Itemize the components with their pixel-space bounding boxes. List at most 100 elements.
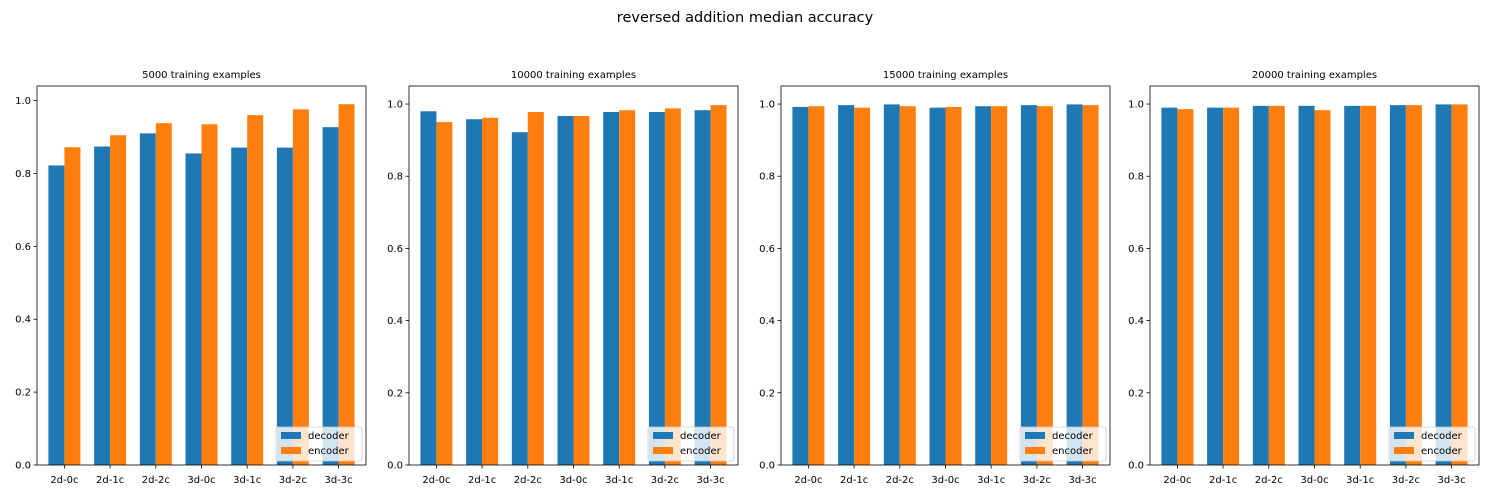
bar-encoder-2d-2c [527,111,544,465]
bar-decoder-3d-2c [276,147,293,465]
bar-encoder-3d-0c [1314,110,1331,465]
ytick-label: 0.8 [1128,172,1144,183]
bar-encoder-3d-3c [1451,104,1468,465]
bar-encoder-3d-2c [1036,106,1053,466]
bar-encoder-3d-0c [201,124,218,466]
ytick-label: 0.8 [387,172,403,183]
series-decoder [1161,104,1452,466]
xtick-label: 3d-0c [1300,475,1328,486]
series-encoder [64,104,355,466]
ytick-label: 0.4 [1128,316,1144,327]
bar-decoder-3d-1c [231,147,248,465]
xtick-label: 2d-0c [422,475,450,486]
axes-frame [36,85,367,466]
ytick-label: 0.6 [1128,244,1144,255]
xtick-label: 3d-3c [1068,475,1096,486]
xtick-label: 2d-2c [142,475,170,486]
series-decoder [420,110,711,466]
ytick-label: 1.0 [387,100,403,111]
bar-decoder-2d-1c [94,146,111,465]
bar-decoder-2d-1c [466,119,483,466]
ytick-label: 0.2 [15,388,31,399]
legend-swatch-encoder [281,447,301,454]
bar-encoder-2d-1c [110,135,127,465]
ytick-label: 1.0 [15,96,31,107]
bar-decoder-2d-1c [1207,107,1224,466]
subplot-title: 15000 training examples [883,70,1008,81]
legend: decoder encoder [275,426,363,462]
legend-swatch-encoder [653,447,673,454]
legend-swatch-decoder [1025,432,1045,439]
xtick-label: 3d-1c [233,475,261,486]
subplot-2: 10000 training examples 0.0 0.2 0.4 0.6 0.8 1.… [387,70,739,486]
xtick-label: 2d-0c [50,475,78,486]
xtick-label: 2d-1c [96,475,124,486]
legend-label-decoder: decoder [1052,431,1094,442]
subplot-4: 20000 training examples 0.0 0.2 0.4 0.6 0.8 1.… [1128,70,1480,486]
xtick-label: 3d-3c [696,475,724,486]
axes-frame [1149,85,1480,466]
bar-encoder-2d-0c [808,106,825,466]
legend: decoder encoder [647,426,735,462]
legend-swatch-decoder [1394,432,1414,439]
bar-encoder-2d-1c [1223,107,1240,466]
bar-decoder-3d-1c [1344,105,1361,465]
xtick-label: 2d-1c [468,475,496,486]
series-encoder [1177,104,1468,466]
bar-decoder-3d-2c [648,111,665,465]
ytick-label: 0.2 [1128,388,1144,399]
subplot-title: 20000 training examples [1252,70,1377,81]
bar-encoder-3d-1c [991,106,1008,466]
legend-label-decoder: decoder [680,431,722,442]
ytick-label: 0.4 [387,316,403,327]
bar-encoder-3d-0c [945,106,962,465]
legend-label-encoder: encoder [1421,446,1463,457]
ytick-label: 0.2 [387,388,403,399]
xtick-label: 2d-2c [886,475,914,486]
legend-label-encoder: encoder [308,446,350,457]
xtick-label: 3d-3c [1437,475,1465,486]
xtick-label: 2d-0c [794,475,822,486]
ytick-label: 0.8 [759,172,775,183]
axes-frame [780,85,1111,466]
bar-decoder-2d-2c [511,132,528,465]
xtick-label: 3d-1c [1346,475,1374,486]
ytick-label: 0.6 [15,242,31,253]
legend-swatch-decoder [281,432,301,439]
xtick-label: 2d-2c [514,475,542,486]
bar-decoder-3d-0c [1298,105,1315,465]
ytick-label: 1.0 [1128,100,1144,111]
ytick-label: 0.6 [387,244,403,255]
bar-decoder-3d-0c [185,153,202,465]
ytick-label: 1.0 [759,100,775,111]
bar-decoder-2d-0c [1161,107,1178,466]
xtick-label: 3d-3c [324,475,352,486]
xtick-label: 2d-1c [840,475,868,486]
bar-decoder-3d-3c [1066,104,1083,465]
xtick-label: 3d-1c [977,475,1005,486]
bar-encoder-2d-0c [436,122,453,465]
bar-encoder-2d-1c [482,117,499,466]
bar-decoder-3d-3c [694,110,711,465]
xtick-label: 2d-0c [1163,475,1191,486]
legend-label-encoder: encoder [680,446,722,457]
subplot-3: 15000 training examples 0.0 0.2 0.4 0.6 0.8 1.… [759,70,1111,486]
bar-encoder-2d-1c [854,107,871,466]
bar-encoder-2d-0c [1177,109,1194,465]
bar-decoder-2d-2c [883,104,900,465]
bar-decoder-3d-0c [929,107,946,466]
xtick-label: 3d-0c [931,475,959,486]
ytick-label: 0.0 [1128,461,1144,472]
bar-decoder-3d-1c [603,111,620,465]
bar-decoder-3d-2c [1389,105,1406,465]
bar-encoder-3d-0c [573,115,590,465]
legend-swatch-decoder [653,432,673,439]
bar-encoder-3d-2c [664,108,681,465]
bar-encoder-3d-1c [619,110,636,465]
bar-decoder-3d-3c [1435,104,1452,465]
bar-decoder-3d-0c [557,115,574,465]
bar-decoder-2d-0c [792,106,809,465]
series-decoder [792,104,1083,466]
bar-decoder-2d-0c [48,165,65,466]
subplot-1: 5000 training examples 0.0 0.2 0.4 0.6 0.8 1.0… [15,70,367,486]
